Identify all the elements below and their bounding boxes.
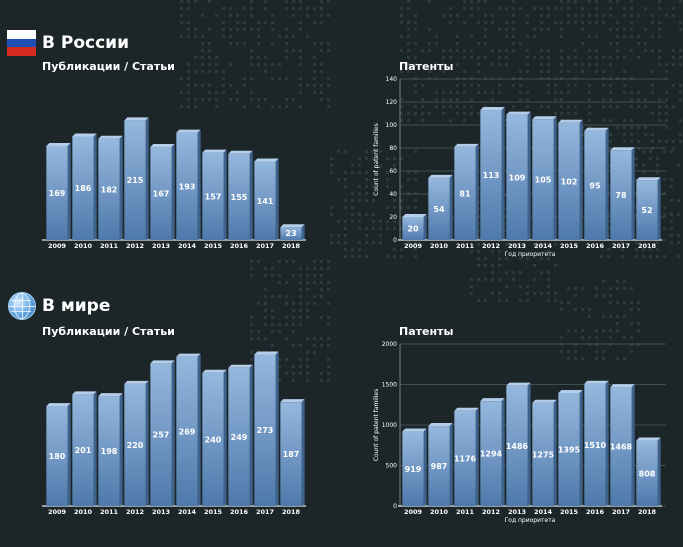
bar-value-label: 1275: [532, 450, 555, 459]
x-tick-label: 2015: [560, 508, 579, 516]
bar-top-face: [532, 400, 556, 403]
bar-value-label: 1468: [610, 443, 633, 452]
bar-top-face: [506, 383, 530, 386]
x-tick-label: 2014: [534, 508, 553, 516]
bar-side-face: [658, 438, 661, 506]
x-axis-title: Год приоритета: [505, 517, 556, 524]
bar-value-label: 1294: [480, 450, 503, 459]
bar-value-label: 987: [431, 462, 448, 471]
y-axis-title: Count of patent families: [373, 389, 380, 461]
bar-value-label: 919: [405, 465, 422, 474]
x-tick-label: 2012: [482, 508, 500, 516]
x-tick-label: 2016: [586, 508, 605, 516]
bar-top-face: [402, 429, 426, 432]
y-tick-label: 1500: [382, 382, 397, 389]
x-tick-label: 2011: [456, 508, 475, 516]
x-tick-label: 2009: [404, 508, 423, 516]
bar-top-face: [480, 398, 504, 401]
bar-top-face: [636, 438, 660, 441]
y-tick-label: 2000: [382, 341, 397, 348]
x-tick-label: 2018: [638, 508, 657, 516]
bar-side-face: [450, 423, 453, 506]
bar-side-face: [424, 429, 427, 506]
bar-top-face: [610, 384, 634, 387]
bar-value-label: 1176: [454, 454, 477, 463]
bar-top-face: [454, 408, 478, 411]
bar-top-face: [428, 423, 452, 426]
y-tick-label: 0: [393, 503, 397, 510]
bar-value-label: 1395: [558, 446, 581, 455]
bar-top-face: [558, 390, 582, 393]
x-tick-label: 2013: [508, 508, 526, 516]
x-tick-label: 2017: [612, 508, 630, 516]
bar-value-label: 1510: [584, 441, 607, 450]
bar-value-label: 1486: [506, 442, 529, 451]
x-tick-label: 2010: [430, 508, 449, 516]
bar-top-face: [584, 381, 608, 384]
y-tick-label: 500: [386, 463, 398, 470]
bar-value-label: 808: [639, 469, 656, 478]
y-tick-label: 1000: [382, 422, 397, 429]
